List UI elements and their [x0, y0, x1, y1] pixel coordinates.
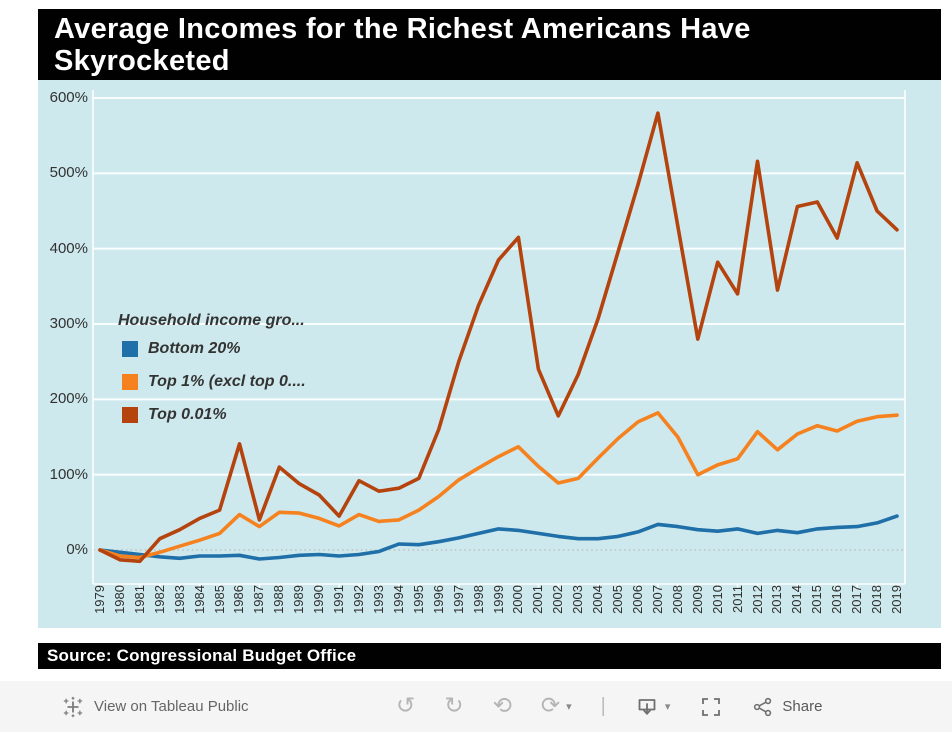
series-line-bottom-20-[interactable]	[98, 514, 899, 561]
x-axis-label-2013: 2013	[769, 585, 785, 614]
fullscreen-button[interactable]	[699, 695, 723, 719]
x-axis-label-1998: 1998	[470, 585, 486, 614]
x-axis-label-1982: 1982	[151, 585, 167, 614]
x-axis-label-2018: 2018	[869, 585, 885, 614]
x-axis-label-2015: 2015	[809, 585, 825, 614]
legend-swatch-icon	[122, 407, 138, 423]
chart-area[interactable]: 0% 100% 200% 300% 400% 500% 600% 1979 1980 1981 1…	[38, 80, 941, 628]
view-on-tableau-public-label: View on Tableau Public	[94, 698, 249, 715]
series-line-top-0-01-[interactable]	[98, 111, 899, 564]
legend-item-bottom-20-[interactable]: Bottom 20%	[118, 339, 306, 359]
x-axis-label-1994: 1994	[390, 585, 406, 614]
x-axis-label-1991: 1991	[331, 585, 347, 614]
x-axis-label-2000: 2000	[510, 585, 526, 614]
x-axis-label-2016: 2016	[829, 585, 845, 614]
x-axis-label-1990: 1990	[311, 585, 327, 614]
x-axis-label-2007: 2007	[649, 585, 665, 614]
x-axis-label-1981: 1981	[131, 585, 147, 614]
legend-item-label: Top 1% (excl top 0....	[148, 373, 306, 390]
share-icon	[754, 697, 772, 716]
reset-icon: ⟲	[492, 693, 512, 719]
x-axis-label-1999: 1999	[490, 585, 506, 614]
tableau-logo-icon	[63, 696, 83, 717]
x-axis-label-2005: 2005	[610, 585, 626, 614]
source-bar: Source: Congressional Budget Office	[38, 643, 941, 669]
y-axis-label-0%: 0%	[66, 541, 88, 558]
legend-items: Bottom 20% Top 1% (excl top 0.... Top 0.01…	[118, 339, 306, 425]
x-axis-label-2006: 2006	[629, 585, 645, 614]
toolbar-buttons: ↺ ↻ ⟲ ⟳ ▾ | ▾	[396, 681, 851, 732]
download-caret-down-icon: ▾	[664, 701, 671, 713]
x-axis-label-1993: 1993	[370, 585, 386, 614]
x-axis-label-2009: 2009	[689, 585, 705, 614]
legend-item-label: Top 0.01%	[148, 406, 227, 423]
x-axis-label-1986: 1986	[231, 585, 247, 614]
view-on-tableau-public-link[interactable]: View on Tableau Public	[62, 681, 249, 732]
x-axis-label-2010: 2010	[709, 585, 725, 614]
x-axis-label-2012: 2012	[749, 585, 765, 614]
y-axis-label-600%: 600%	[49, 89, 88, 106]
x-axis-label-1992: 1992	[351, 585, 367, 614]
chart-title-line-1: Average Incomes for the Richest American…	[54, 13, 751, 45]
x-axis-label-2001: 2001	[530, 585, 546, 614]
x-axis-label-2014: 2014	[789, 585, 805, 614]
tableau-toolbar: View on Tableau Public ↺ ↻ ⟲ ⟳ ▾ |	[0, 681, 952, 732]
download-icon	[638, 698, 656, 715]
refresh-button[interactable]: ⟳ ▾	[541, 695, 572, 718]
y-axis-label-400%: 400%	[49, 239, 88, 257]
x-axis-label-1987: 1987	[251, 585, 267, 614]
x-axis-label-1980: 1980	[111, 585, 127, 614]
x-axis-label-1979: 1979	[92, 585, 107, 614]
x-axis-label-2011: 2011	[729, 585, 745, 613]
reset-button[interactable]: ⟲	[493, 695, 512, 718]
x-axis-label-1983: 1983	[171, 585, 187, 614]
y-axis-label-300%: 300%	[49, 315, 88, 332]
x-axis-label-1984: 1984	[191, 585, 207, 614]
x-axis-label-1988: 1988	[271, 585, 287, 614]
x-axis-label-1996: 1996	[430, 585, 446, 614]
legend-item-label: Bottom 20%	[148, 340, 241, 357]
download-button[interactable]: ▾	[635, 695, 671, 719]
x-axis-label-2017: 2017	[849, 585, 865, 614]
x-axis-label-2003: 2003	[570, 585, 586, 614]
x-axis-label-1995: 1995	[410, 585, 426, 614]
legend-title: Household income gro...	[118, 312, 305, 329]
chart-title-line-2: Skyrocketed	[54, 45, 230, 77]
toolbar-separator: |	[600, 695, 606, 717]
x-axis-label-2008: 2008	[669, 585, 685, 614]
line-chart-plot[interactable]	[38, 80, 941, 628]
redo-button[interactable]: ↻	[444, 695, 463, 718]
undo-icon: ↺	[396, 693, 416, 719]
legend-item-top-0-01-[interactable]: Top 0.01%	[118, 405, 306, 425]
legend-item-top-1-excl-top-0-[interactable]: Top 1% (excl top 0....	[118, 372, 306, 392]
chart-legend: Household income gro... Bottom 20% Top 1%…	[118, 312, 306, 438]
x-axis-label-2019: 2019	[889, 585, 904, 614]
refresh-caret-down-icon: ▾	[566, 701, 572, 713]
redo-icon: ↻	[444, 693, 464, 719]
x-axis-label-2004: 2004	[590, 585, 606, 614]
undo-button[interactable]: ↺	[396, 695, 415, 718]
x-axis-label-1985: 1985	[211, 585, 227, 614]
share-button[interactable]: Share	[752, 696, 822, 718]
legend-swatch-icon	[122, 341, 138, 357]
y-axis-label-200%: 200%	[49, 390, 88, 408]
legend-swatch-icon	[122, 374, 138, 390]
series-line-top-1-excl-top-0-[interactable]	[98, 411, 899, 560]
y-axis-label-500%: 500%	[49, 164, 88, 182]
x-axis-label-1989: 1989	[291, 585, 307, 614]
fullscreen-icon	[702, 697, 721, 716]
x-axis-label-2002: 2002	[550, 585, 566, 614]
x-axis-label-1997: 1997	[450, 585, 466, 614]
chart-title-bar: Average Incomes for the Richest American…	[38, 9, 941, 80]
refresh-icon: ⟳	[540, 693, 561, 719]
share-label: Share	[782, 698, 823, 715]
y-axis-label-100%: 100%	[49, 465, 88, 483]
